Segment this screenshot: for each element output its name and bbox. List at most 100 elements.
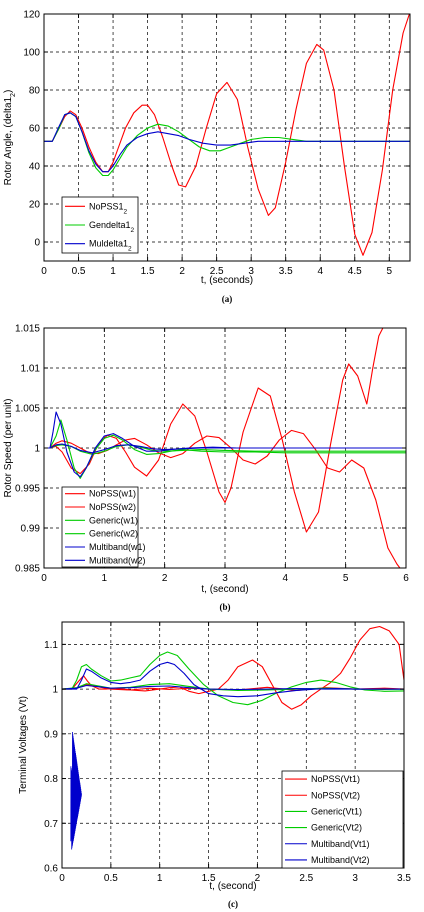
x-tick-label: 2 [255, 873, 261, 884]
x-tick-label: 2 [179, 266, 185, 277]
legend: NoPSS(w1) NoPSS(w2) Generic(w1) Generic(w2)… [61, 486, 146, 568]
x-tick-label: 3 [248, 266, 254, 277]
x-tick-label: 5 [343, 573, 349, 584]
y-tick-label: 1 [52, 685, 58, 696]
legend-label-3: Generic(w1) [89, 515, 138, 525]
series-line-5 [62, 661, 404, 698]
x-tick-label: 1.5 [141, 266, 155, 277]
x-tick-label: 2.5 [210, 266, 224, 277]
y-tick-label: 120 [23, 10, 40, 21]
axes-frame [43, 13, 411, 262]
legend-label-1: NoPSS(Vt1) [311, 774, 360, 784]
multiband-transient-burst [70, 731, 82, 850]
y-tick-label: 0.6 [44, 864, 58, 875]
y-tick-label: 0.9 [44, 729, 58, 740]
y-tick-label: 0.7 [44, 819, 58, 830]
series-group [62, 625, 404, 850]
x-tick-label: 3.5 [397, 873, 411, 884]
figure-caption: (b) [220, 602, 231, 612]
legend: NoPSS(Vt1) NoPSS(Vt2) Generic(Vt1) Generic(… [281, 770, 404, 869]
legend-label-3: Generic(Vt1) [311, 806, 362, 816]
series-group [44, 14, 410, 256]
x-tick-label: 4.5 [348, 266, 362, 277]
y-tick-label: 1 [34, 444, 40, 455]
y-tick-label: 0.99 [21, 524, 41, 535]
legend-label-sub: 2 [128, 245, 132, 252]
axes-frame [61, 621, 405, 869]
x-tick-label: 1 [110, 266, 116, 277]
figure-caption: (c) [228, 899, 238, 909]
x-axis-label: t, (seconds) [201, 275, 253, 286]
chart-3: 0 0.5 1 1.5 2 2.5 3 3.5 0.6 0.7 0.8 0.9 1 1.1 t, (seco… [18, 621, 411, 909]
legend-label-2: NoPSS(Vt2) [311, 790, 360, 800]
x-tick-label: 0 [41, 573, 47, 584]
x-tick-label: 1.5 [202, 873, 216, 884]
legend-label-1: NoPSS(w1) [89, 489, 136, 499]
legend-label-3: Muldelta12 [89, 239, 132, 253]
y-tick-label: 0 [34, 238, 40, 249]
y-axis-label: Rotor Speed (per unit) [3, 399, 14, 498]
legend-label-6: Multiband(Vt2) [311, 855, 370, 865]
series-line-1 [44, 14, 410, 256]
y-tick-label: 1.005 [15, 404, 40, 415]
series-line-3 [62, 651, 404, 706]
y-tick-label: 0.8 [44, 774, 58, 785]
series-line-6 [62, 684, 404, 691]
x-tick-label: 3.5 [279, 266, 293, 277]
series-line-3 [44, 419, 406, 479]
legend-label-6: Multiband(w2) [89, 555, 146, 565]
x-tick-label: 0 [41, 266, 47, 277]
y-axis-label: Terminal Voltages (Vt) [18, 696, 29, 794]
y-tick-label: 0.985 [15, 564, 40, 575]
legend-label-2: NoPSS(w2) [89, 502, 136, 512]
legend-label-5: Multiband(w1) [89, 542, 146, 552]
ticks: 0 0.5 1 1.5 2 2.5 3 3.5 4 4.5 5 0 20 40 60 80 100 120 [23, 10, 410, 277]
chart-1: 0 0.5 1 1.5 2 2.5 3 3.5 4 4.5 5 0 20 40 60 80 100 120 t, (… [3, 10, 411, 304]
legend-label-sub: 2 [124, 208, 128, 215]
y-tick-label: 80 [29, 86, 41, 97]
x-tick-label: 1 [157, 873, 163, 884]
legend-label-sub: 2 [131, 227, 135, 234]
series-line-6 [44, 443, 406, 454]
x-tick-label: 4 [317, 266, 323, 277]
x-tick-label: 3 [352, 873, 358, 884]
x-tick-label: 0.5 [104, 873, 118, 884]
legend-label-main: Muldelta1 [89, 239, 128, 249]
ticks: 0 0.5 1 1.5 2 2.5 3 3.5 0.6 0.7 0.8 0.9 1 1.1 [44, 622, 411, 884]
legend-box [281, 770, 404, 869]
figure-caption: (a) [222, 294, 233, 304]
y-tick-label: 100 [23, 48, 40, 59]
x-tick-label: 5 [387, 266, 393, 277]
x-axis-label: t, (second) [209, 881, 256, 892]
y-axis-label: Rotor Angle, (delta12) [3, 90, 17, 186]
legend-label-2: Gendelta12 [89, 220, 135, 234]
x-tick-label: 6 [403, 573, 409, 584]
y-axis-label-end: ) [3, 90, 14, 93]
y-tick-label: 40 [29, 162, 41, 173]
y-axis-label-main: Rotor Angle, (delta1 [3, 96, 14, 185]
y-tick-label: 20 [29, 200, 41, 211]
legend-label-main: Gendelta1 [89, 220, 131, 230]
series-group [44, 328, 406, 568]
y-tick-label: 1.01 [21, 364, 41, 375]
chart-2: 0 1 2 3 4 5 6 0.985 0.99 0.995 1 1.005 1.01 1.015 t, (… [3, 324, 409, 613]
legend-label-1: NoPSS12 [89, 201, 128, 215]
x-tick-label: 1 [102, 573, 108, 584]
y-tick-label: 60 [29, 124, 41, 135]
legend-label-4: Generic(Vt2) [311, 823, 362, 833]
x-tick-label: 2.5 [299, 873, 313, 884]
ticks: 0 1 2 3 4 5 6 0.985 0.99 0.995 1 1.005 1.01 1.015 [15, 324, 409, 585]
y-tick-label: 1.015 [15, 324, 40, 335]
legend-label-5: Multiband(Vt1) [311, 839, 370, 849]
legend-label-main: NoPSS1 [89, 201, 124, 211]
legend-box [61, 486, 139, 568]
x-axis-label: t, (second) [201, 584, 248, 595]
legend-label-4: Generic(w2) [89, 529, 138, 539]
x-tick-label: 2 [162, 573, 168, 584]
y-tick-label: 0.995 [15, 484, 40, 495]
y-axis-label-sub: 2 [10, 93, 17, 97]
x-tick-label: 0 [59, 873, 65, 884]
